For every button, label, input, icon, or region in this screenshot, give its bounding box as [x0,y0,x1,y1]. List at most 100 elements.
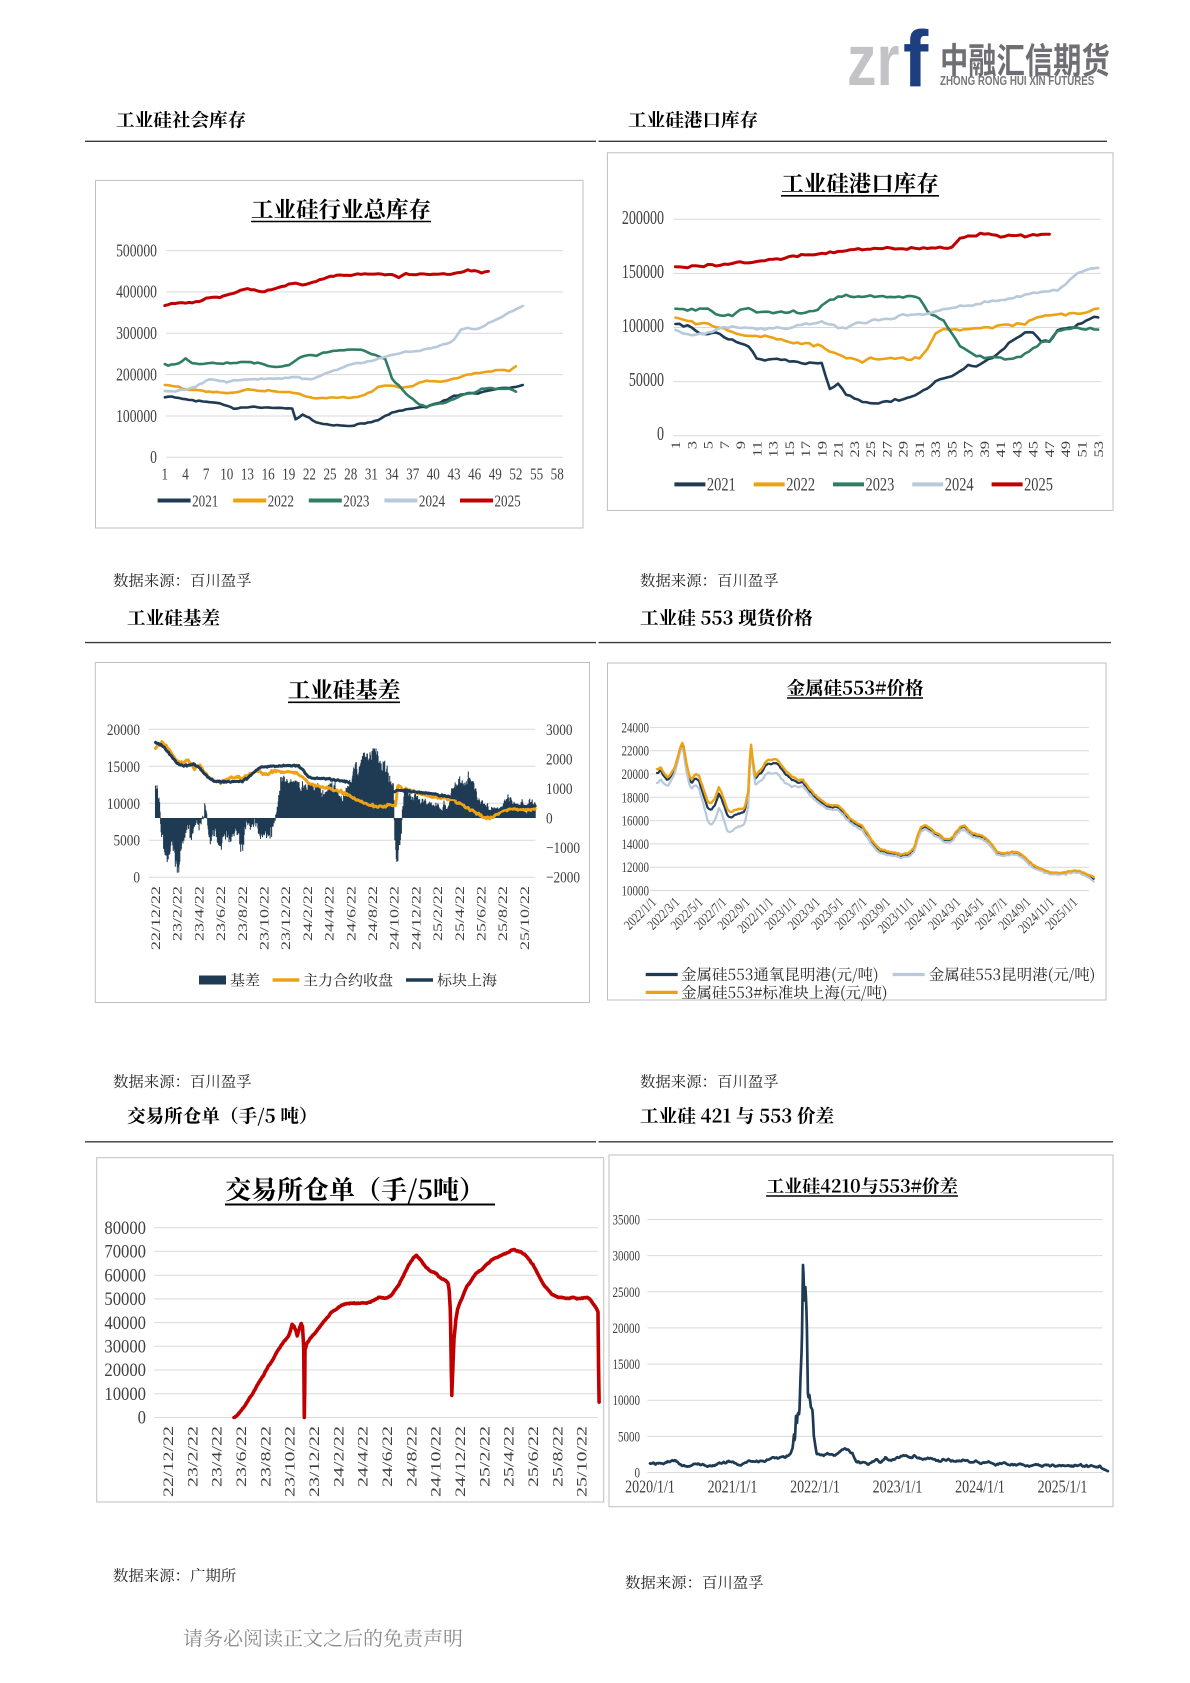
svg-text:100000: 100000 [116,407,157,426]
svg-text:2025/1/1: 2025/1/1 [1038,1478,1088,1497]
svg-text:23/10/22: 23/10/22 [281,1426,298,1497]
svg-text:9: 9 [735,441,749,449]
svg-text:39: 39 [978,441,992,457]
svg-text:2021/1/1: 2021/1/1 [708,1478,758,1497]
svg-text:20000: 20000 [621,767,649,783]
svg-text:24/6/22: 24/6/22 [379,1426,396,1487]
svg-text:24/8/22: 24/8/22 [366,886,380,941]
svg-text:34: 34 [385,466,399,484]
svg-text:43: 43 [1011,441,1025,457]
svg-text:100000: 100000 [622,315,664,337]
svg-text:37: 37 [962,441,976,457]
svg-text:19: 19 [816,441,830,457]
svg-text:400000: 400000 [116,283,157,302]
svg-text:1: 1 [162,466,169,484]
svg-text:25: 25 [865,441,879,457]
svg-text:ZHONG RONG HUI XIN FUTURES: ZHONG RONG HUI XIN FUTURES [940,75,1095,89]
svg-text:25/10/22: 25/10/22 [573,1426,590,1497]
svg-text:0: 0 [546,810,553,827]
svg-text:2025: 2025 [495,493,521,511]
svg-text:25/4/22: 25/4/22 [453,886,467,941]
svg-text:14000: 14000 [621,837,649,853]
svg-text:2022/1/1: 2022/1/1 [790,1478,840,1497]
svg-text:23/10/22: 23/10/22 [258,886,272,950]
svg-text:24/2/22: 24/2/22 [330,1426,347,1487]
svg-text:47: 47 [1044,441,1058,457]
svg-text:25/6/22: 25/6/22 [475,886,489,941]
svg-text:5000: 5000 [113,833,140,850]
svg-text:2023/1/1: 2023/1/1 [873,1478,923,1497]
svg-text:150000: 150000 [622,261,664,283]
svg-text:2025: 2025 [1024,474,1053,495]
svg-text:25/2/22: 25/2/22 [431,886,445,941]
svg-text:23/8/22: 23/8/22 [257,1426,274,1487]
svg-text:0: 0 [657,423,664,445]
svg-text:2000: 2000 [546,751,573,768]
svg-text:20000: 20000 [107,722,140,739]
svg-text:40000: 40000 [104,1312,146,1333]
svg-text:−2000: −2000 [546,870,580,887]
svg-text:2022: 2022 [786,474,815,495]
svg-text:0: 0 [634,1465,640,1481]
svg-text:25000: 25000 [612,1284,640,1300]
svg-text:16000: 16000 [621,813,649,829]
svg-text:2021: 2021 [192,493,218,511]
svg-text:50000: 50000 [629,369,664,391]
svg-text:10000: 10000 [612,1393,640,1409]
svg-text:23/6/22: 23/6/22 [233,1426,250,1487]
svg-text:15: 15 [783,441,797,457]
svg-text:25/4/22: 25/4/22 [500,1426,517,1487]
svg-text:23/12/22: 23/12/22 [306,1426,323,1497]
svg-text:f: f [903,14,929,104]
svg-text:30000: 30000 [612,1248,640,1264]
svg-text:24/12/22: 24/12/22 [452,1426,469,1497]
svg-text:2023: 2023 [866,474,895,495]
svg-text:15000: 15000 [612,1357,640,1373]
svg-text:23: 23 [848,441,862,457]
svg-text:zr: zr [847,19,900,100]
svg-text:0: 0 [138,1407,147,1428]
svg-text:5000: 5000 [618,1429,640,1445]
svg-text:80000: 80000 [104,1217,146,1238]
svg-text:22/12/22: 22/12/22 [149,886,163,950]
svg-text:2023: 2023 [343,493,369,511]
svg-text:10000: 10000 [107,796,140,813]
svg-text:60000: 60000 [104,1265,146,1286]
svg-text:25/8/22: 25/8/22 [549,1426,566,1487]
svg-text:18000: 18000 [621,790,649,806]
svg-text:46: 46 [468,466,482,484]
svg-text:2024: 2024 [945,474,974,495]
svg-text:20000: 20000 [612,1321,640,1337]
svg-text:24/12/22: 24/12/22 [410,886,424,950]
svg-text:25: 25 [323,466,336,484]
svg-text:43: 43 [447,466,460,484]
svg-text:27: 27 [881,441,895,457]
svg-text:40: 40 [427,466,440,484]
svg-text:25/8/22: 25/8/22 [496,886,510,941]
svg-text:28: 28 [344,466,357,484]
svg-text:24/2/22: 24/2/22 [301,886,315,941]
svg-text:13: 13 [767,441,781,457]
svg-text:23/8/22: 23/8/22 [236,886,250,941]
svg-text:23/2/22: 23/2/22 [171,886,185,941]
svg-text:45: 45 [1027,441,1041,457]
svg-text:0: 0 [150,449,157,468]
svg-text:200000: 200000 [622,207,664,229]
svg-text:24/4/22: 24/4/22 [354,1426,371,1487]
svg-text:20000: 20000 [104,1359,146,1380]
svg-text:23/6/22: 23/6/22 [214,886,228,941]
svg-text:24/8/22: 24/8/22 [403,1426,420,1487]
svg-text:22: 22 [303,466,316,484]
svg-text:16: 16 [262,466,276,484]
svg-text:24/10/22: 24/10/22 [427,1426,444,1497]
svg-text:2024: 2024 [419,493,446,511]
svg-text:33: 33 [930,441,944,457]
svg-text:70000: 70000 [104,1241,146,1262]
svg-text:500000: 500000 [116,242,157,261]
svg-text:25/2/22: 25/2/22 [476,1426,493,1487]
svg-text:22/12/22: 22/12/22 [160,1426,177,1497]
svg-text:52: 52 [509,466,522,484]
svg-text:−1000: −1000 [546,840,580,857]
svg-text:2022: 2022 [268,493,294,511]
svg-text:0: 0 [133,870,140,887]
